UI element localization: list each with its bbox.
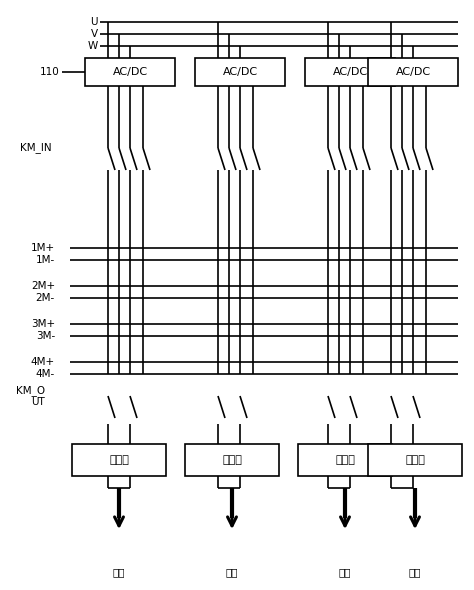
Text: 充电桩: 充电桩 bbox=[222, 455, 242, 465]
Text: 4M-: 4M- bbox=[36, 369, 55, 379]
Text: 充电桩: 充电桩 bbox=[405, 455, 425, 465]
Text: 负载: 负载 bbox=[113, 567, 125, 577]
Text: 110: 110 bbox=[40, 67, 60, 77]
Text: 1M+: 1M+ bbox=[31, 243, 55, 253]
Text: U: U bbox=[91, 17, 98, 27]
Text: 1M-: 1M- bbox=[36, 255, 55, 265]
Text: 2M-: 2M- bbox=[36, 293, 55, 303]
Bar bbox=[368, 58, 458, 86]
Bar bbox=[298, 444, 392, 476]
Text: AC/DC: AC/DC bbox=[222, 67, 257, 77]
Text: KM_O
UT: KM_O UT bbox=[16, 385, 45, 407]
Text: AC/DC: AC/DC bbox=[112, 67, 147, 77]
Text: 负载: 负载 bbox=[409, 567, 421, 577]
Text: AC/DC: AC/DC bbox=[395, 67, 430, 77]
Text: 充电桩: 充电桩 bbox=[335, 455, 355, 465]
Text: 2M+: 2M+ bbox=[31, 281, 55, 291]
Bar bbox=[72, 444, 166, 476]
Text: AC/DC: AC/DC bbox=[332, 67, 367, 77]
Text: 3M+: 3M+ bbox=[31, 319, 55, 329]
Text: KM_IN: KM_IN bbox=[20, 143, 52, 153]
Text: 负载: 负载 bbox=[226, 567, 238, 577]
Text: 负载: 负载 bbox=[339, 567, 351, 577]
Text: 充电桩: 充电桩 bbox=[109, 455, 129, 465]
Text: V: V bbox=[91, 29, 98, 39]
Bar bbox=[185, 444, 279, 476]
Text: 4M+: 4M+ bbox=[31, 357, 55, 367]
Text: 3M-: 3M- bbox=[36, 331, 55, 341]
Bar bbox=[195, 58, 285, 86]
Text: W: W bbox=[88, 41, 98, 51]
Bar bbox=[85, 58, 175, 86]
Bar bbox=[368, 444, 462, 476]
Bar bbox=[305, 58, 395, 86]
